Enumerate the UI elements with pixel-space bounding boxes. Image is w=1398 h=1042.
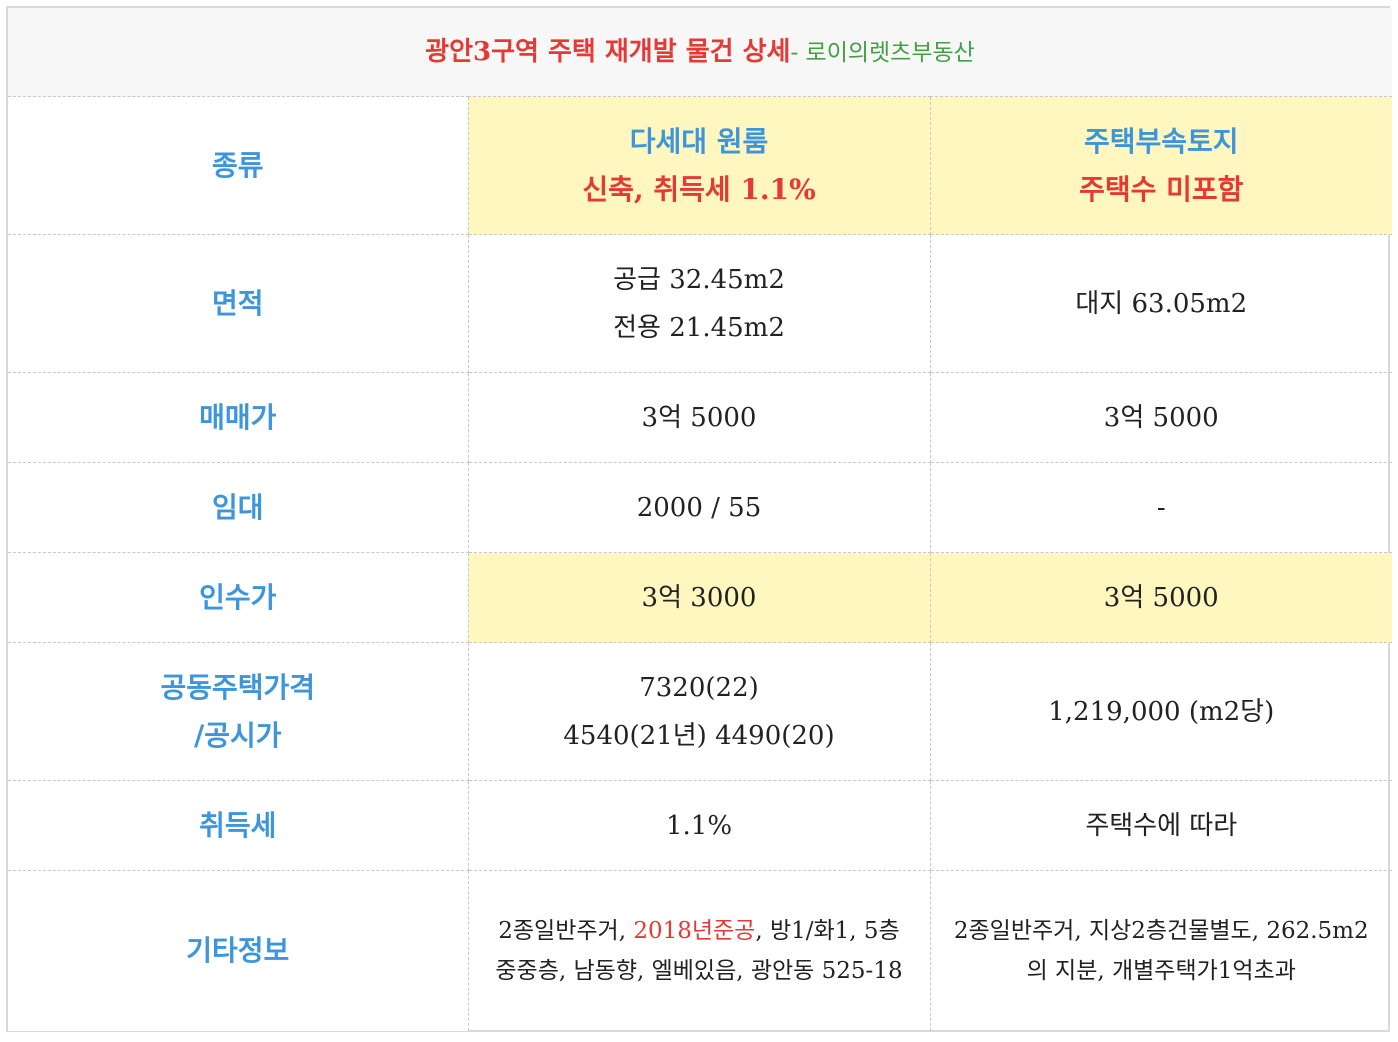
- cell-takeover-price-col2: 3억 5000: [929, 552, 1392, 643]
- row-acquisition-tax: 취득세 1.1% 주택수에 따라: [8, 780, 1392, 871]
- cell-area-col1: 공급 32.45m2 전용 21.45m2: [467, 234, 931, 373]
- row-label-takeover-price: 인수가: [8, 552, 469, 643]
- row-label-sale-price: 매매가: [8, 372, 469, 463]
- row-label-type: 종류: [8, 96, 469, 235]
- row-area: 면적 공급 32.45m2 전용 21.45m2 대지 63.05m2: [8, 234, 1392, 373]
- property-detail-table-frame: 광안3구역 주택 재개발 물건 상세- 로이의렛츠부동산 종류 다세대 원룸 신…: [6, 6, 1392, 1032]
- cell-lease-col1: 2000 / 55: [467, 462, 931, 553]
- row-label-acquisition-tax: 취득세: [8, 780, 469, 871]
- official-price-col1-line2: 4540(21년) 4490(20): [563, 720, 835, 751]
- cell-acquisition-tax-col1: 1.1%: [467, 780, 931, 871]
- area-col1-line2: 전용 21.45m2: [613, 312, 785, 343]
- property-detail-table: 광안3구역 주택 재개발 물건 상세- 로이의렛츠부동산 종류 다세대 원룸 신…: [8, 8, 1392, 1031]
- row-lease: 임대 2000 / 55 -: [8, 462, 1392, 553]
- cell-type-col1: 다세대 원룸 신축, 취득세 1.1%: [467, 96, 931, 235]
- type-col1-line2: 신축, 취득세 1.1%: [582, 172, 816, 206]
- type-col1-line1: 다세대 원룸: [629, 124, 769, 158]
- table-title-source: 로이의렛츠부동산: [805, 39, 975, 66]
- row-type: 종류 다세대 원룸 신축, 취득세 1.1% 주택부속토지 주택수 미포함: [8, 96, 1392, 235]
- cell-other-info-col2: 2종일반주거, 지상2층건물별도, 262.5m2의 지분, 개별주택가1억초과: [929, 870, 1392, 1031]
- row-sale-price: 매매가 3억 5000 3억 5000: [8, 372, 1392, 463]
- cell-official-price-col2: 1,219,000 (m2당): [929, 642, 1392, 781]
- table-title-dash: -: [790, 39, 806, 66]
- table-title-main: 광안3구역 주택 재개발 물건 상세: [425, 36, 791, 67]
- official-price-label-line1: 공동주택가격: [160, 670, 316, 704]
- row-label-other-info: 기타정보: [8, 870, 469, 1031]
- type-col2-line1: 주택부속토지: [1083, 124, 1239, 158]
- cell-other-info-col1: 2종일반주거, 2018년준공, 방1/화1, 5층중중층, 남동향, 엘베있음…: [467, 870, 931, 1031]
- row-official-price: 공동주택가격 /공시가 7320(22) 4540(21년) 4490(20) …: [8, 642, 1392, 781]
- official-price-label-line2: /공시가: [193, 718, 282, 752]
- type-col2-line2: 주택수 미포함: [1079, 172, 1244, 206]
- cell-official-price-col1: 7320(22) 4540(21년) 4490(20): [467, 642, 931, 781]
- cell-acquisition-tax-col2: 주택수에 따라: [929, 780, 1392, 871]
- cell-takeover-price-col1: 3억 3000: [467, 552, 931, 643]
- row-label-lease: 임대: [8, 462, 469, 553]
- other-info-col1-part1: 2종일반주거,: [498, 917, 634, 944]
- area-col1-line1: 공급 32.45m2: [613, 264, 785, 295]
- cell-sale-price-col1: 3억 5000: [467, 372, 931, 463]
- row-label-area: 면적: [8, 234, 469, 373]
- row-label-official-price: 공동주택가격 /공시가: [8, 642, 469, 781]
- row-other-info: 기타정보 2종일반주거, 2018년준공, 방1/화1, 5층중중층, 남동향,…: [8, 870, 1392, 1031]
- official-price-col1-line1: 7320(22): [639, 672, 759, 703]
- cell-lease-col2: -: [929, 462, 1392, 553]
- other-info-col1-part2: , 방1/화1, 5층중중층, 남동향, 엘베있음, 광안동 525-18: [495, 917, 903, 984]
- cell-area-col2: 대지 63.05m2: [929, 234, 1392, 373]
- title-row: 광안3구역 주택 재개발 물건 상세- 로이의렛츠부동산: [8, 8, 1392, 97]
- table-title: 광안3구역 주택 재개발 물건 상세- 로이의렛츠부동산: [8, 8, 1392, 97]
- other-info-col1-completion-year: 2018년준공: [633, 917, 756, 944]
- cell-sale-price-col2: 3억 5000: [929, 372, 1392, 463]
- row-takeover-price: 인수가 3억 3000 3억 5000: [8, 552, 1392, 643]
- cell-type-col2: 주택부속토지 주택수 미포함: [929, 96, 1392, 235]
